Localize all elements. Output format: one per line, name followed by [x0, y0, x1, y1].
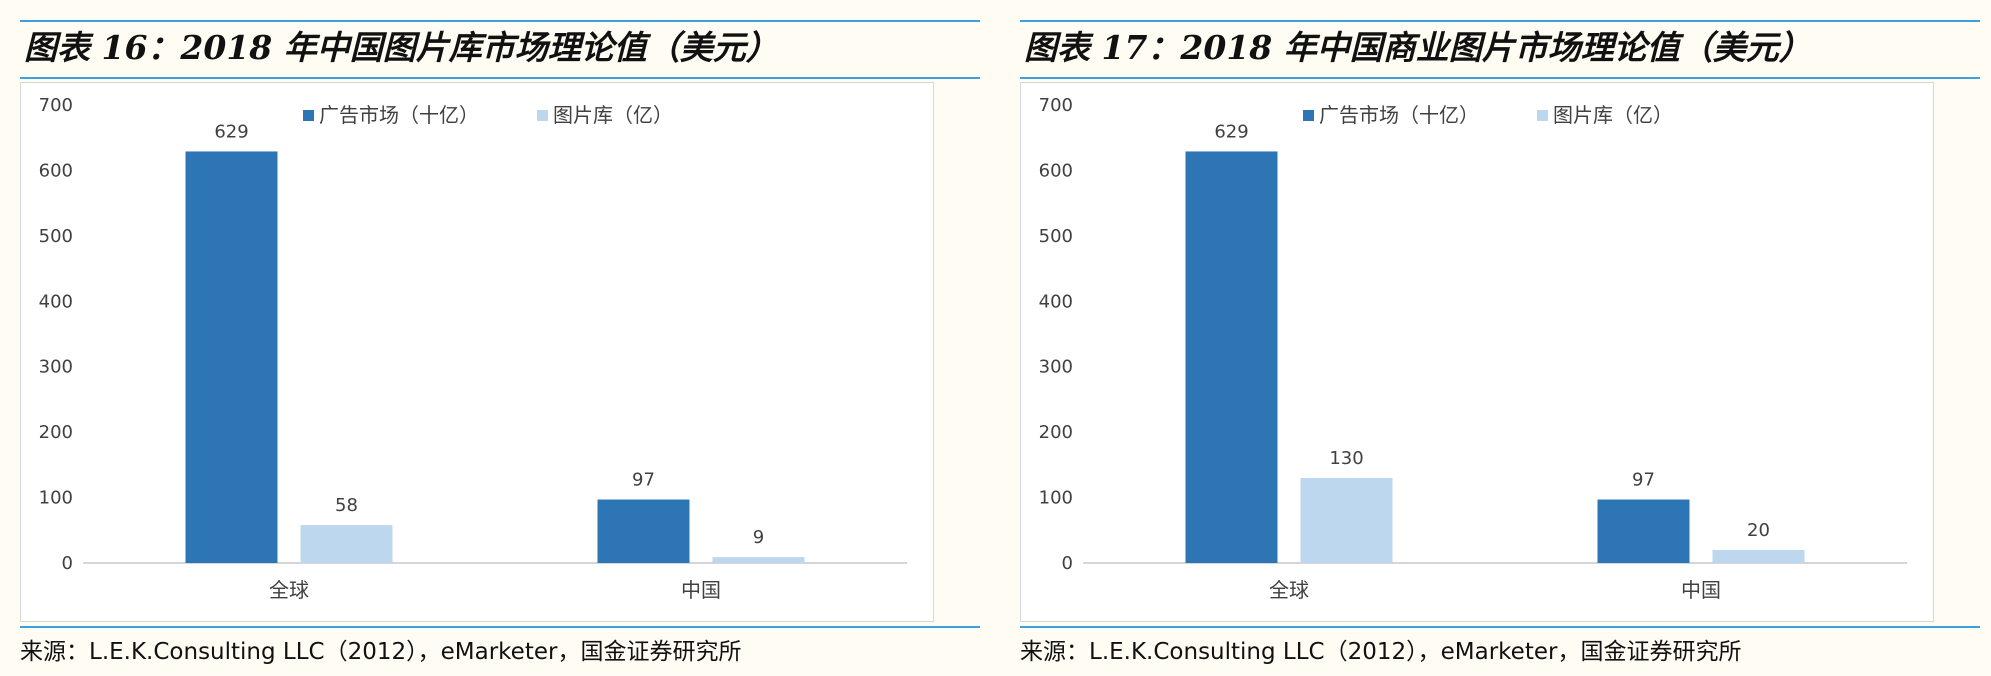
y-tick-label: 500	[39, 226, 73, 247]
y-tick-label: 300	[1039, 357, 1073, 378]
bar-ad-market	[597, 499, 690, 563]
chart-title: 图表 16：2018 年中国图片库市场理论值（美元）	[24, 28, 779, 67]
bar-image-library	[1300, 477, 1393, 563]
legend-swatch	[537, 110, 548, 121]
bar-chart-17: 0 100 200 300 400 500 600 700 629 130 全球 97 20 中国 广告市场…	[1039, 95, 1907, 602]
y-tick-label: 100	[39, 488, 73, 509]
source-note: 来源：L.E.K.Consulting LLC（2012），eMarketer，…	[1020, 639, 1742, 665]
y-tick-label: 500	[1039, 226, 1073, 247]
data-label: 97	[1632, 470, 1655, 491]
bottom-rule	[1020, 626, 1980, 628]
legend-label: 图片库（亿）	[1553, 103, 1673, 127]
data-label: 130	[1329, 448, 1363, 469]
legend-swatch	[1303, 110, 1314, 121]
y-tick-label: 200	[1039, 422, 1073, 443]
data-label: 9	[753, 527, 764, 548]
chart-area: 0 100 200 300 400 500 600 700 629 58 全球 97 9 中国 广告市场（十…	[20, 82, 934, 622]
legend-swatch	[1537, 110, 1548, 121]
chart-panel-17: 图表 17：2018 年中国商业图片市场理论值（美元） 0 100 200 300 40…	[1020, 0, 1980, 676]
data-label: 629	[214, 121, 248, 142]
x-tick-label: 全球	[269, 578, 309, 602]
y-tick-label: 100	[1039, 488, 1073, 509]
y-tick-label: 0	[62, 553, 73, 574]
y-tick-label: 400	[39, 291, 73, 312]
y-tick-label: 700	[39, 95, 73, 116]
y-tick-label: 400	[1039, 291, 1073, 312]
bar-chart-16: 0 100 200 300 400 500 600 700 629 58 全球 97 9 中国 广告市场（十…	[39, 95, 907, 602]
bar-image-library	[712, 557, 805, 563]
x-tick-label: 全球	[1269, 578, 1309, 602]
y-tick-label: 300	[39, 357, 73, 378]
y-tick-label: 600	[1039, 160, 1073, 181]
source-note: 来源：L.E.K.Consulting LLC（2012），eMarketer，…	[20, 639, 742, 665]
y-tick-label: 700	[1039, 95, 1073, 116]
chart-area: 0 100 200 300 400 500 600 700 629 130 全球 97 20 中国 广告市场…	[1020, 82, 1934, 622]
x-tick-label: 中国	[1681, 578, 1721, 602]
bar-ad-market	[1185, 151, 1278, 563]
title-rule	[20, 77, 980, 79]
bar-ad-market	[185, 151, 278, 563]
legend-label: 广告市场（十亿）	[319, 103, 479, 127]
y-tick-label: 200	[39, 422, 73, 443]
bar-image-library	[1712, 549, 1805, 563]
title-rule	[1020, 77, 1980, 79]
y-tick-label: 0	[1062, 553, 1073, 574]
x-tick-label: 中国	[681, 578, 721, 602]
bar-ad-market	[1597, 499, 1690, 563]
data-label: 20	[1747, 520, 1770, 541]
chart-title: 图表 17：2018 年中国商业图片市场理论值（美元）	[1024, 28, 1812, 67]
bar-image-library	[300, 525, 393, 563]
legend-label: 广告市场（十亿）	[1319, 103, 1479, 127]
top-rule	[20, 20, 980, 22]
legend-label: 图片库（亿）	[553, 103, 673, 127]
chart-panel-16: 图表 16：2018 年中国图片库市场理论值（美元） 0 100 200 300 400…	[20, 0, 980, 676]
bottom-rule	[20, 626, 980, 628]
data-label: 629	[1214, 121, 1248, 142]
data-label: 97	[632, 470, 655, 491]
y-tick-label: 600	[39, 160, 73, 181]
data-label: 58	[335, 495, 358, 516]
top-rule	[1020, 20, 1980, 22]
legend-swatch	[303, 110, 314, 121]
